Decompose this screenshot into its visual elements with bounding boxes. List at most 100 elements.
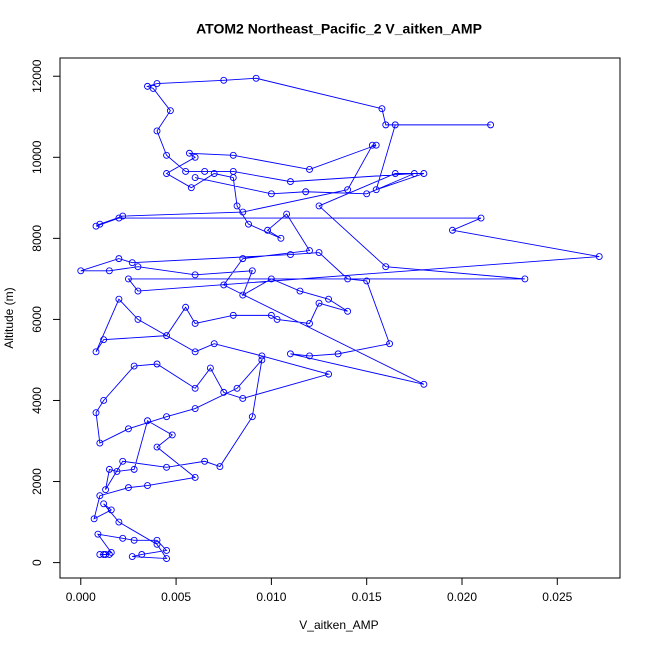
data-point [134,287,142,295]
data-point [163,555,170,562]
data-point [325,295,333,303]
data-point [267,275,275,283]
data-point [229,151,237,159]
y-tick-label: 6000 [30,306,44,333]
data-point [302,188,310,196]
data-point [163,413,170,421]
data-point [107,549,115,556]
data-point [153,80,161,87]
data-point [102,486,110,494]
data-point [233,202,241,210]
data-point [410,170,418,177]
data-point [252,74,260,82]
data-point [92,348,100,356]
data-point [334,350,342,358]
data-point [96,439,104,447]
data-point [92,222,100,230]
data-point [77,267,85,275]
data-point [220,76,228,84]
chart-title: ATOM2 Northeast_Pacific_2 V_aitken_AMP [196,21,482,37]
x-tick-label: 0.020 [447,590,477,604]
data-point [378,105,386,113]
data-point [163,170,170,177]
data-point [163,463,170,471]
data-point [283,210,291,218]
data-point [391,170,399,177]
data-point [306,352,313,360]
data-point [182,303,190,311]
plot-frame [59,57,621,579]
data-point [220,281,228,289]
data-point [258,352,266,360]
data-point [239,395,247,402]
data-point [306,166,313,173]
data-point [115,214,123,222]
data-point [420,170,428,177]
data-point [153,443,161,451]
y-tick-label: 12000 [30,59,44,93]
data-point [153,540,161,548]
x-tick-label: 0.025 [542,590,572,604]
data-point [113,467,121,475]
data-point [521,275,529,283]
data-point [315,202,323,210]
data-point [229,168,237,175]
data-point [115,295,123,303]
data-point [382,263,390,271]
data-point [344,186,352,194]
data-point [386,340,394,348]
data-point [420,380,428,388]
data-point [100,336,108,344]
data-point [306,247,313,254]
data-point [382,121,390,129]
data-point [102,551,110,558]
data-point [273,315,281,323]
data-point [277,234,285,242]
data-point [449,226,456,234]
data-point [163,151,170,159]
data-point [315,249,323,256]
data-point [130,465,138,473]
data-point [220,388,228,396]
data-point [96,492,104,500]
x-tick-label: 0.015 [352,590,382,604]
data-point [487,121,495,129]
data-point [119,457,127,465]
data-point [191,174,199,182]
y-tick-label: 8000 [30,225,44,252]
data-point [134,315,142,323]
data-point [153,536,161,544]
data-point [391,121,399,129]
data-point [325,370,333,378]
x-tick-label: 0.000 [66,590,96,604]
data-point [138,551,146,558]
data-point [239,255,247,263]
data-point [201,457,209,465]
data-point [115,255,123,263]
data-point [134,263,142,271]
data-point [92,409,100,417]
data-point [124,484,132,492]
data-point [90,515,98,523]
data-point [368,141,376,149]
data-point [296,287,304,295]
data-point [105,551,113,558]
data-point [245,220,252,228]
data-point [119,212,127,220]
data-point [258,356,266,364]
data-point [267,190,275,198]
data-point [100,397,108,404]
x-axis-label: V_aitken_AMP [299,618,378,632]
data-point [166,107,174,115]
data-point [306,320,313,327]
data-point [315,299,323,307]
data-point [210,340,218,348]
x-tick-label: 0.010 [256,590,286,604]
data-point [191,474,199,481]
data-point [128,259,136,267]
data-point [153,127,161,135]
data-point [248,267,256,275]
data-point [149,84,157,92]
